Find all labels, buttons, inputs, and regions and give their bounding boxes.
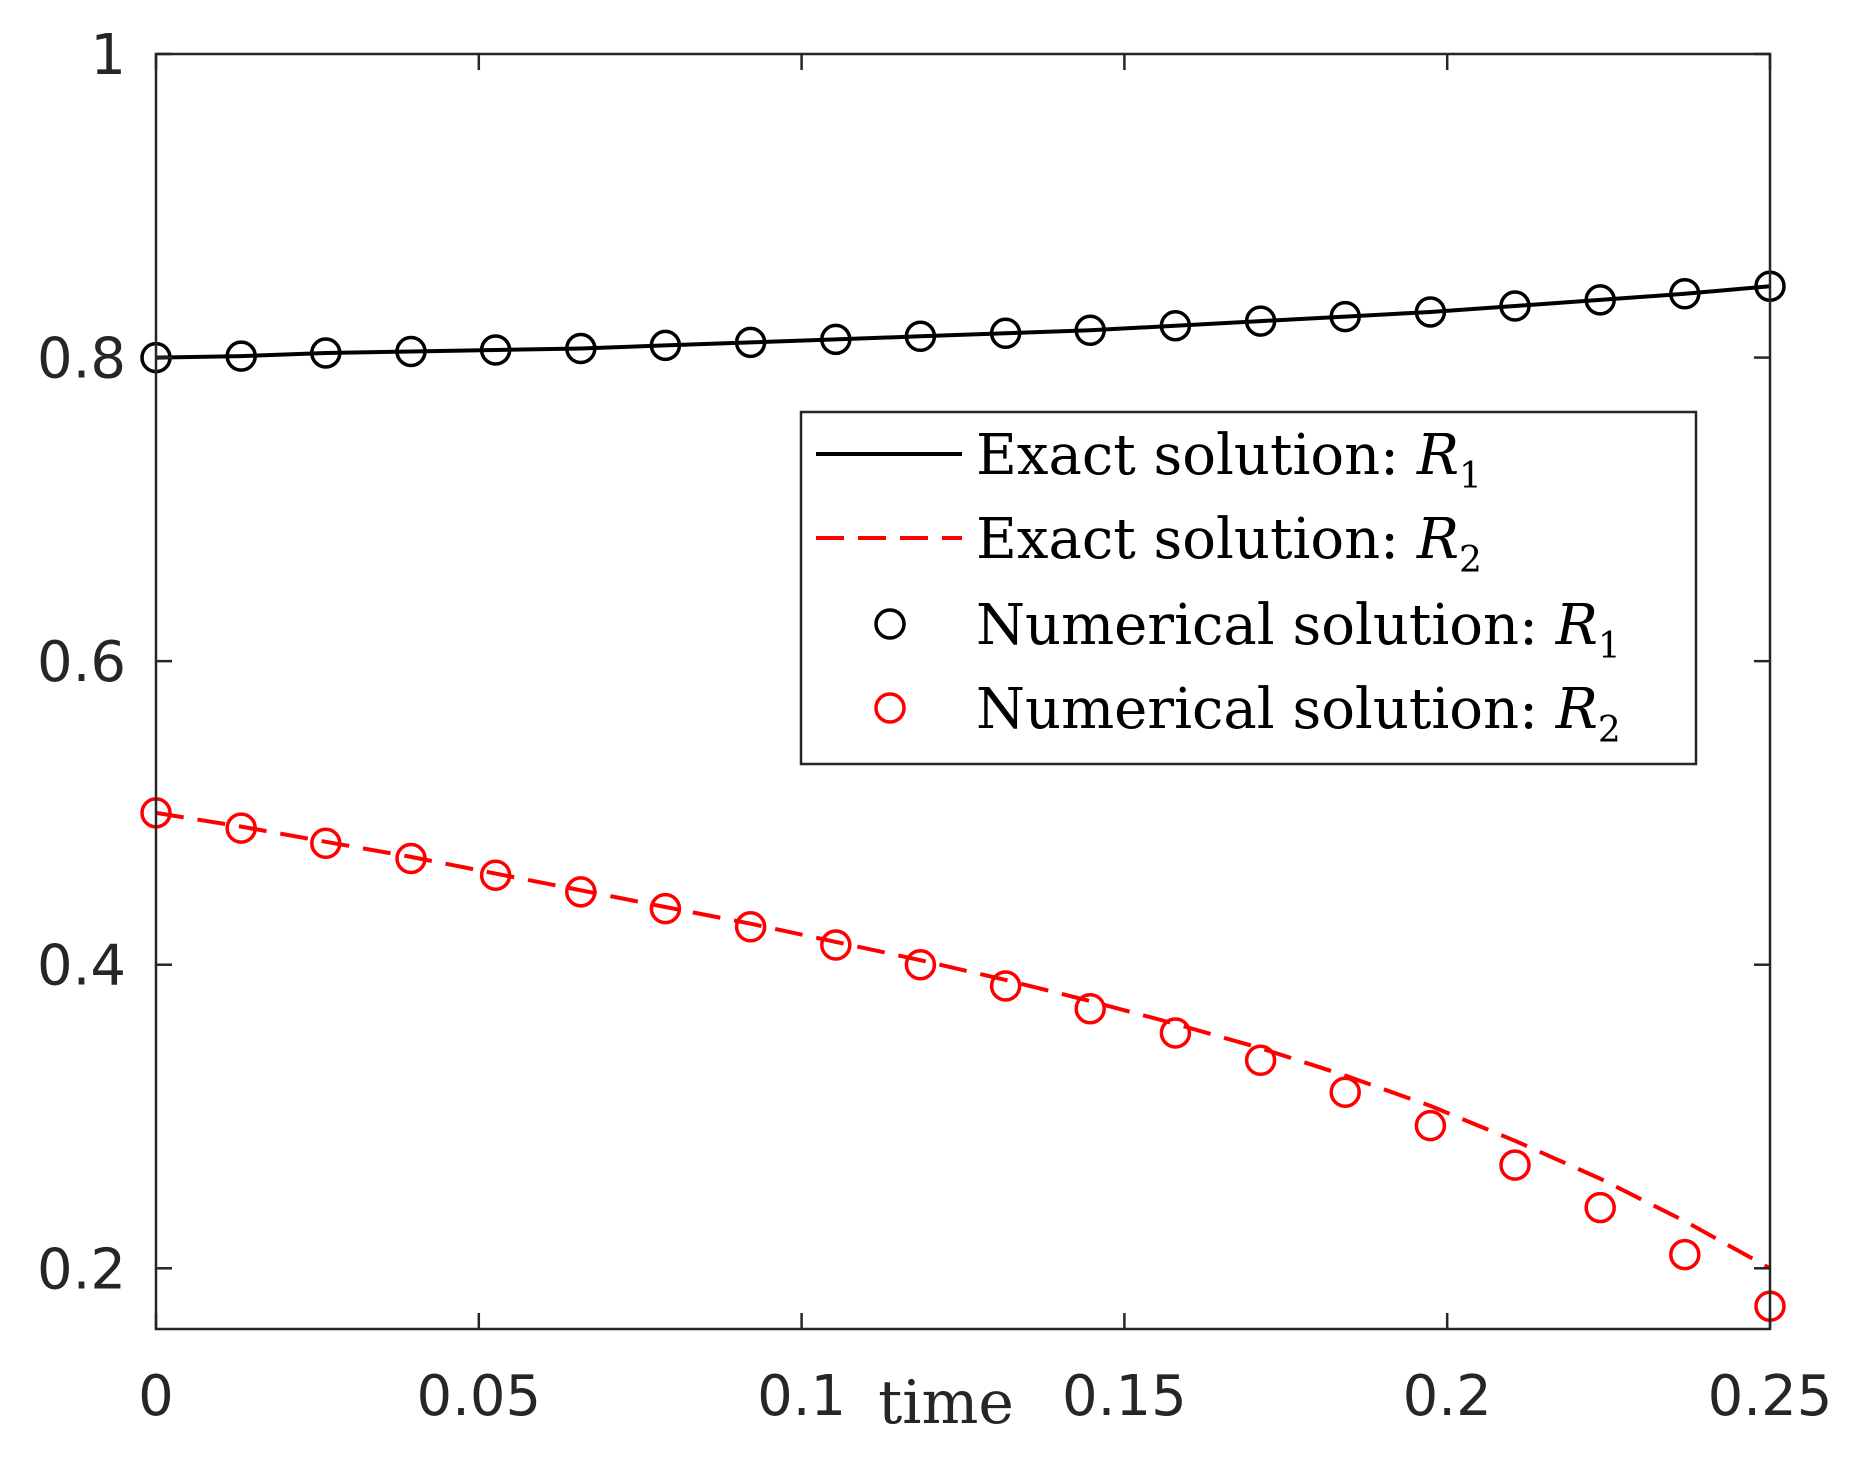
series-2-point-16 <box>1499 290 1531 322</box>
x-tick-label: 0.15 <box>1062 1364 1187 1429</box>
legend-subscript: 2 <box>1459 540 1482 581</box>
series-3-point-5 <box>565 876 597 908</box>
series-3-point-12 <box>1159 1017 1192 1049</box>
series-3-point-14 <box>1329 1076 1361 1108</box>
series-2-point-18 <box>1669 278 1701 310</box>
x-tick-label: 0.05 <box>416 1364 541 1429</box>
legend-subscript: 2 <box>1598 710 1621 751</box>
y-tick-label: 0.4 <box>37 934 126 999</box>
legend-label: Exact solution: R2 <box>976 507 1482 581</box>
x-tick-label: 0.2 <box>1403 1364 1492 1429</box>
series-2-point-5 <box>565 332 597 365</box>
series-3-point-1 <box>225 812 257 844</box>
series-2-point-6 <box>649 329 682 362</box>
legend-box <box>799 410 1698 766</box>
legend: Exact solution: R1 Exact solution: R2 Nume… <box>799 410 1698 766</box>
series-2-point-8 <box>820 323 852 356</box>
series-3-point-10 <box>989 970 1022 1002</box>
series-2-point-4 <box>479 334 512 366</box>
y-tick-label: 0.8 <box>37 327 126 392</box>
series-2-point-10 <box>989 317 1022 350</box>
series-3-point-11 <box>1074 992 1106 1025</box>
series-3-point-16 <box>1499 1149 1531 1181</box>
series-3-point-18 <box>1669 1238 1701 1271</box>
series-2-point-11 <box>1074 314 1106 347</box>
series-3-point-8 <box>820 929 852 961</box>
ticks-layer: 0 0.05 0.1 0.15 0.2 0.25 0.2 0.4 0.6 0.8 1 <box>37 23 1832 1429</box>
series-2-point-7 <box>734 326 767 359</box>
legend-symbol: R <box>1555 677 1598 742</box>
series-3-point-13 <box>1244 1044 1277 1077</box>
legend-label: Numerical solution: R2 <box>976 677 1621 751</box>
legend-symbol: R <box>1416 507 1459 572</box>
legend-symbol: R <box>1416 423 1459 488</box>
series-2-point-14 <box>1329 300 1361 333</box>
y-tick-label: 0.6 <box>37 630 126 695</box>
series-2-point-13 <box>1244 305 1277 337</box>
series-2-point-3 <box>395 335 427 368</box>
series-3-point-17 <box>1584 1191 1616 1224</box>
series-3-point-4 <box>479 859 512 891</box>
series-2-point-17 <box>1584 284 1616 316</box>
series-2-point-12 <box>1159 309 1192 342</box>
legend-subscript: 1 <box>1598 626 1621 667</box>
series-3-point-6 <box>649 892 682 925</box>
legend-marker-circle <box>874 608 906 640</box>
series-3-point-7 <box>734 911 767 943</box>
x-tick-label: 0.1 <box>757 1364 846 1429</box>
x-axis-label: time <box>878 1368 1014 1438</box>
y-tick-label: 0.2 <box>37 1237 126 1302</box>
legend-label: Exact solution: R1 <box>976 423 1482 497</box>
series-2-point-9 <box>904 320 937 353</box>
x-tick-label: 0.25 <box>1708 1364 1833 1429</box>
series-3-point-9 <box>904 948 937 981</box>
x-tick-label: 0 <box>138 1364 174 1429</box>
series-2-point-2 <box>310 337 342 369</box>
series-2-point-15 <box>1414 296 1447 328</box>
axes-box <box>154 52 1772 1331</box>
legend-marker-circle <box>874 692 906 724</box>
series-3-point-2 <box>310 827 342 860</box>
series-3-point-15 <box>1414 1109 1447 1142</box>
legend-subscript: 1 <box>1459 456 1482 497</box>
series-3-point-3 <box>395 842 427 875</box>
legend-symbol: R <box>1555 593 1598 658</box>
legend-label: Numerical solution: R1 <box>976 593 1621 667</box>
series-2-point-1 <box>225 340 257 372</box>
y-tick-label: 1 <box>90 23 126 88</box>
